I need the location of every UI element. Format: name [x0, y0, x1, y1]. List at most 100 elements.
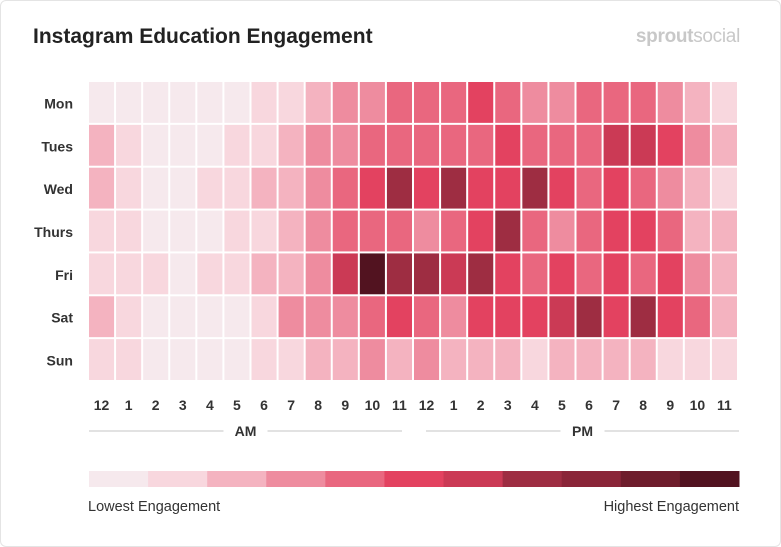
- heatmap-cell: [549, 124, 575, 166]
- heatmap-cell: [522, 253, 548, 295]
- heatmap-cell: [657, 296, 683, 338]
- heatmap-cell: [251, 167, 277, 209]
- period-label: AM: [235, 423, 257, 439]
- heatmap-cell: [630, 253, 656, 295]
- heatmap-cell: [305, 339, 331, 380]
- legend-swatch: [89, 471, 149, 487]
- heatmap-cell: [332, 339, 358, 380]
- row-label: Tues: [41, 138, 73, 154]
- heatmap-cell: [197, 167, 223, 209]
- heatmap-cell: [468, 124, 494, 166]
- heatmap-cell: [305, 124, 331, 166]
- row-label: Fri: [55, 267, 73, 283]
- heatmap-cell: [116, 296, 142, 338]
- heatmap-cell: [89, 253, 115, 295]
- heatmap-cell: [305, 296, 331, 338]
- heatmap-cell: [251, 210, 277, 252]
- heatmap-cell: [278, 124, 304, 166]
- heatmap-cell: [630, 167, 656, 209]
- heatmap-cell: [576, 167, 602, 209]
- heatmap-cell: [332, 210, 358, 252]
- heatmap-cell: [468, 167, 494, 209]
- hour-label: 5: [233, 397, 241, 413]
- heatmap-cell: [359, 124, 385, 166]
- heatmap-cell: [684, 253, 710, 295]
- heatmap-cell: [711, 253, 737, 295]
- heatmap-cell: [251, 339, 277, 380]
- heatmap-cell: [495, 124, 521, 166]
- heatmap-cell: [576, 339, 602, 380]
- legend-swatch: [325, 471, 385, 487]
- legend-swatch: [679, 471, 740, 487]
- heatmap-cell: [495, 210, 521, 252]
- hour-label: 2: [152, 397, 160, 413]
- heatmap-cell: [143, 210, 169, 252]
- heatmap-cell: [522, 124, 548, 166]
- heatmap-cell: [143, 253, 169, 295]
- heatmap-cell: [603, 339, 629, 380]
- hour-label: 9: [666, 397, 674, 413]
- legend-swatch: [502, 471, 563, 487]
- heatmap-cell: [414, 82, 440, 123]
- hour-label: 10: [365, 397, 381, 413]
- heatmap-cell: [278, 296, 304, 338]
- heatmap-cell: [603, 82, 629, 123]
- heatmap-cell: [414, 253, 440, 295]
- hour-label: 12: [94, 397, 110, 413]
- hour-label: 1: [450, 397, 458, 413]
- hour-label: 12: [419, 397, 435, 413]
- heatmap-cell: [603, 124, 629, 166]
- heatmap-cell: [386, 124, 412, 166]
- heatmap-cell: [332, 82, 358, 123]
- heatmap-cell: [386, 296, 412, 338]
- heatmap-cell: [89, 339, 115, 380]
- heatmap-cell: [170, 210, 196, 252]
- heatmap-cell: [657, 167, 683, 209]
- heatmap-cell: [278, 253, 304, 295]
- heatmap-cell: [170, 124, 196, 166]
- heatmap-cell: [603, 253, 629, 295]
- hour-label: 2: [477, 397, 485, 413]
- heatmap-cell: [684, 339, 710, 380]
- heatmap-cell: [197, 124, 223, 166]
- heatmap-cell: [143, 82, 169, 123]
- legend-swatch: [561, 471, 622, 487]
- heatmap-cell: [116, 124, 142, 166]
- heatmap-cell: [522, 167, 548, 209]
- heatmap-cell: [89, 82, 115, 123]
- heatmap-cell: [549, 296, 575, 338]
- heatmap-cell: [684, 167, 710, 209]
- heatmap-cell: [630, 82, 656, 123]
- heatmap-cell: [305, 167, 331, 209]
- heatmap-cell: [359, 167, 385, 209]
- heatmap-cell: [468, 210, 494, 252]
- heatmap-cell: [576, 124, 602, 166]
- heatmap-cell: [657, 210, 683, 252]
- legend-swatch: [207, 471, 267, 487]
- heatmap-cell: [522, 296, 548, 338]
- hour-label: 11: [717, 397, 732, 413]
- legend-swatch: [266, 471, 326, 487]
- heatmap-cell: [143, 339, 169, 380]
- hour-label: 3: [179, 397, 187, 413]
- heatmap-cell: [197, 339, 223, 380]
- heatmap-cell: [170, 253, 196, 295]
- row-label: Mon: [44, 95, 73, 111]
- heatmap-cell: [603, 296, 629, 338]
- heatmap-cell: [657, 253, 683, 295]
- heatmap-cell: [305, 253, 331, 295]
- heatmap-cell: [441, 296, 467, 338]
- heatmap-cell: [549, 253, 575, 295]
- heatmap-cell: [359, 339, 385, 380]
- heatmap-cell: [441, 82, 467, 123]
- heatmap-cell: [576, 296, 602, 338]
- heatmap-cell: [414, 339, 440, 380]
- logo-text-bold: sprout: [635, 26, 694, 47]
- hour-label: 3: [504, 397, 512, 413]
- heatmap-cell: [116, 167, 142, 209]
- hour-label: 5: [558, 397, 566, 413]
- heatmap-cell: [657, 339, 683, 380]
- heatmap-cell: [441, 167, 467, 209]
- heatmap-cell: [224, 167, 250, 209]
- heatmap-cell: [468, 253, 494, 295]
